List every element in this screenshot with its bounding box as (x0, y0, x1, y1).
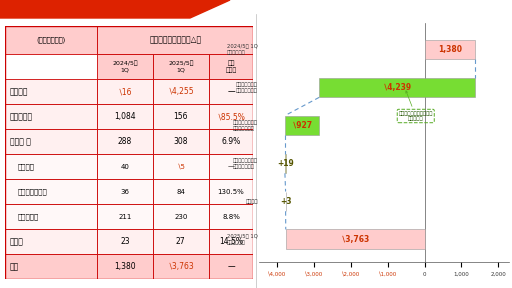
Text: 14.5%: 14.5% (219, 237, 243, 246)
Text: 36: 36 (120, 189, 130, 195)
FancyBboxPatch shape (5, 104, 97, 129)
Text: 不動産事業: 不動産事業 (10, 112, 33, 121)
FancyBboxPatch shape (5, 179, 97, 204)
Text: 23: 23 (120, 237, 130, 246)
FancyBboxPatch shape (153, 154, 209, 179)
Text: (単位：百万円): (単位：百万円) (36, 37, 66, 43)
FancyBboxPatch shape (153, 104, 209, 129)
FancyBboxPatch shape (97, 79, 153, 104)
FancyBboxPatch shape (209, 129, 253, 154)
Text: 前年
同期比: 前年 同期比 (225, 60, 237, 73)
Text: 8.8%: 8.8% (222, 214, 240, 220)
Text: 2025/5期 1Q
営業損失実績: 2025/5期 1Q 営業損失実績 (227, 234, 258, 245)
FancyBboxPatch shape (5, 254, 97, 279)
FancyBboxPatch shape (209, 154, 253, 179)
Text: 総計: 総計 (10, 262, 19, 271)
FancyBboxPatch shape (286, 230, 424, 249)
Text: +19: +19 (277, 159, 293, 168)
Text: ∖3,763: ∖3,763 (340, 235, 370, 244)
Text: 130.5%: 130.5% (218, 189, 244, 195)
Text: その他事業: その他事業 (17, 213, 39, 220)
Text: —: — (227, 262, 235, 271)
Text: ∖16: ∖16 (118, 87, 132, 96)
Text: 211: 211 (118, 214, 132, 220)
Text: 1,380: 1,380 (114, 262, 136, 271)
FancyBboxPatch shape (97, 229, 153, 254)
FancyBboxPatch shape (209, 179, 253, 204)
FancyBboxPatch shape (424, 40, 476, 59)
Polygon shape (0, 0, 230, 18)
FancyBboxPatch shape (5, 79, 97, 104)
Text: +3: +3 (280, 197, 291, 206)
FancyBboxPatch shape (97, 254, 153, 279)
Text: 2024/5期
1Q: 2024/5期 1Q (112, 61, 138, 72)
Text: 住宅事業: 住宅事業 (10, 87, 29, 96)
Text: 2025/5期
1Q: 2025/5期 1Q (168, 61, 194, 72)
FancyBboxPatch shape (209, 54, 253, 79)
Text: ∖3,763: ∖3,763 (167, 262, 194, 271)
Text: 84: 84 (176, 189, 185, 195)
Text: ∖4,239: ∖4,239 (383, 83, 412, 92)
Text: 40: 40 (120, 164, 130, 170)
Text: 308: 308 (174, 137, 188, 146)
FancyBboxPatch shape (97, 129, 153, 154)
Text: 住宅事業による
営業損失の拡大: 住宅事業による 営業損失の拡大 (236, 82, 258, 93)
Text: 金融事業: 金融事業 (17, 163, 34, 170)
Text: 1,084: 1,084 (114, 112, 136, 121)
FancyBboxPatch shape (153, 229, 209, 254)
Text: 1,380: 1,380 (438, 45, 462, 54)
Text: ∖5: ∖5 (176, 164, 185, 170)
Text: 156: 156 (174, 112, 188, 121)
FancyBboxPatch shape (319, 78, 476, 97)
Text: エネルギー事業: エネルギー事業 (17, 188, 47, 195)
FancyBboxPatch shape (209, 79, 253, 104)
Text: その他 計: その他 計 (10, 137, 31, 146)
Text: 230: 230 (174, 214, 187, 220)
FancyBboxPatch shape (153, 254, 209, 279)
FancyBboxPatch shape (153, 54, 209, 79)
Text: ∖4,255: ∖4,255 (167, 87, 194, 96)
FancyBboxPatch shape (97, 54, 153, 79)
Text: 調整額: 調整額 (10, 237, 24, 246)
FancyBboxPatch shape (285, 154, 286, 173)
Text: ∖927: ∖927 (291, 121, 312, 130)
FancyBboxPatch shape (209, 229, 253, 254)
FancyBboxPatch shape (285, 115, 319, 135)
FancyBboxPatch shape (209, 254, 253, 279)
FancyBboxPatch shape (209, 204, 253, 229)
FancyBboxPatch shape (5, 204, 97, 229)
FancyBboxPatch shape (153, 179, 209, 204)
FancyBboxPatch shape (153, 204, 209, 229)
Text: —: — (228, 164, 234, 170)
FancyBboxPatch shape (97, 154, 153, 179)
Text: 不動産事業による
営業損失の拡大: 不動産事業による 営業損失の拡大 (233, 120, 258, 131)
FancyBboxPatch shape (153, 79, 209, 104)
Text: 調整項目: 調整項目 (245, 199, 258, 204)
Text: 27: 27 (176, 237, 186, 246)
FancyBboxPatch shape (97, 204, 153, 229)
FancyBboxPatch shape (5, 154, 97, 179)
FancyBboxPatch shape (153, 129, 209, 154)
FancyBboxPatch shape (97, 26, 253, 54)
Text: —: — (227, 87, 235, 96)
FancyBboxPatch shape (5, 229, 97, 254)
FancyBboxPatch shape (5, 26, 97, 54)
FancyBboxPatch shape (97, 104, 153, 129)
Text: その他部門による
営業利益の拡大: その他部門による 営業利益の拡大 (233, 158, 258, 169)
Text: 288: 288 (118, 137, 132, 146)
Text: 2024/5期 1Q
営業利益実績: 2024/5期 1Q 営業利益実績 (227, 44, 258, 55)
Text: 6.9%: 6.9% (222, 137, 241, 146)
Text: 注文住宅の引渡棟数減少
により縮小: 注文住宅の引渡棟数減少 により縮小 (398, 91, 433, 122)
FancyBboxPatch shape (97, 179, 153, 204)
FancyBboxPatch shape (5, 129, 97, 154)
FancyBboxPatch shape (209, 104, 253, 129)
Text: 営業利益又は損失（△）: 営業利益又は損失（△） (149, 35, 201, 44)
Text: ∖85.5%: ∖85.5% (217, 112, 246, 121)
